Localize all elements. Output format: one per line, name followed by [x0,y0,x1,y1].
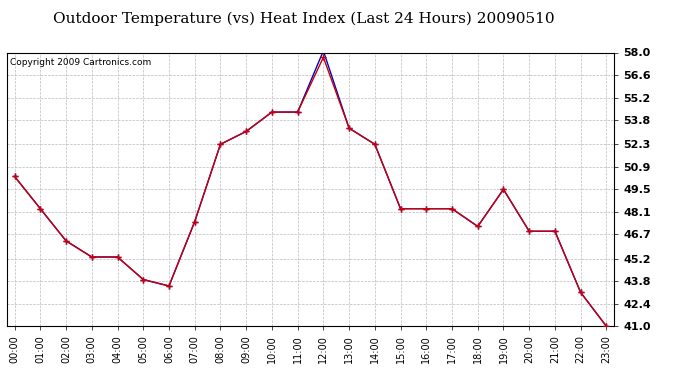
Text: Outdoor Temperature (vs) Heat Index (Last 24 Hours) 20090510: Outdoor Temperature (vs) Heat Index (Las… [53,11,554,26]
Text: Copyright 2009 Cartronics.com: Copyright 2009 Cartronics.com [10,58,151,67]
